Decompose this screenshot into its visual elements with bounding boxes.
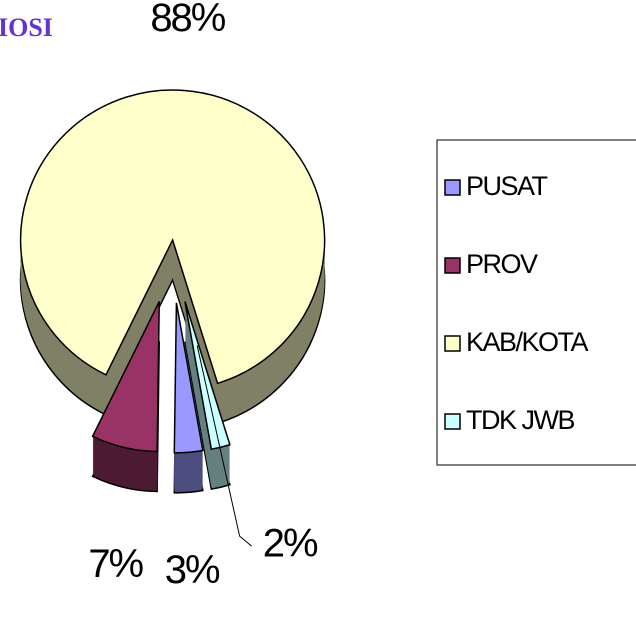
slice-top — [173, 302, 204, 454]
data-label: 2% — [263, 522, 318, 566]
slice-top — [19, 89, 326, 385]
legend-swatch — [444, 179, 461, 196]
legend-swatch — [444, 413, 461, 430]
slice-top — [91, 301, 161, 453]
pie: 3% 7% 88% 2% — [19, 0, 326, 592]
legend-label: PROV — [466, 249, 538, 279]
data-label: 3% — [165, 548, 220, 592]
legend-box — [436, 139, 636, 466]
legend-label: PUSAT — [466, 171, 548, 201]
slice-top — [184, 301, 231, 451]
legend-label: KAB/KOTA — [466, 327, 589, 357]
pie-slice — [19, 89, 326, 425]
pie-slice — [91, 301, 161, 493]
leader-line — [196, 345, 252, 547]
legend-label: TDK JWB — [466, 405, 574, 435]
data-label: 88% — [150, 0, 225, 40]
legend: PUSAT PROV KAB/KOTA TDK JWB — [444, 171, 590, 435]
chart-title: IOSI — [0, 13, 53, 42]
pie-slice — [173, 302, 204, 494]
data-label: 7% — [88, 542, 143, 586]
legend-swatch — [444, 257, 461, 274]
legend-swatch — [444, 335, 461, 352]
